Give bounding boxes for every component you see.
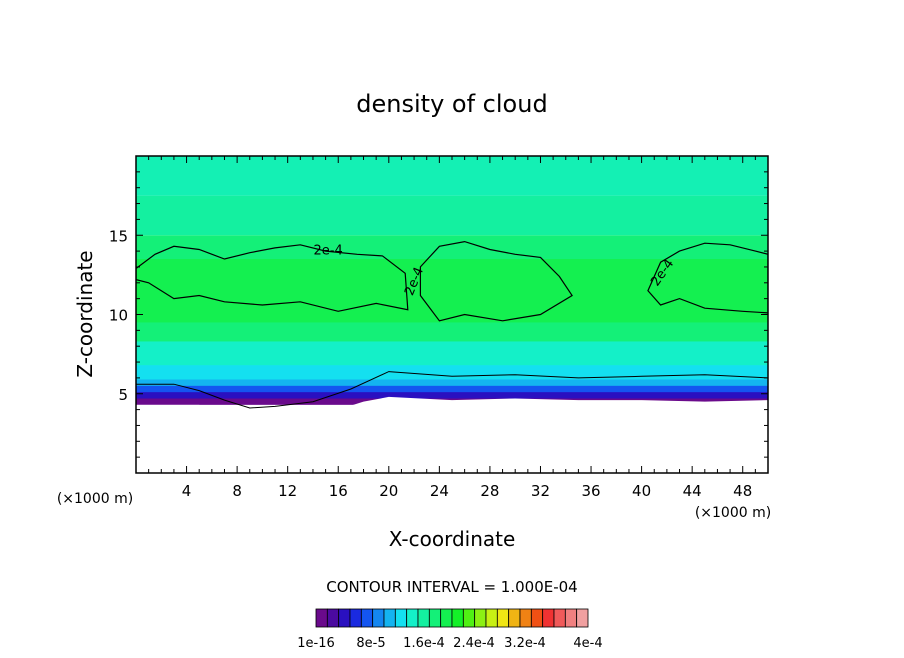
x-tick-label: 32 [531,482,550,500]
x-tick-label: 12 [278,482,297,500]
x-tick-label: 24 [430,482,449,500]
contour-line-2e-4 [136,244,409,312]
y-axis-label: Z-coordinate [73,250,97,377]
x-tick-label: 4 [182,482,192,500]
colorbar-swatch [360,608,374,628]
x-tick-label: 48 [733,482,752,500]
y-tick-label: 10 [109,307,128,325]
field-level-band [136,382,768,393]
colorbar-swatch [576,608,589,628]
colorbar-swatch [519,608,532,628]
y-tick-label: 5 [118,386,128,404]
contour-interval-label: CONTOUR INTERVAL = 1.000E-04 [326,578,577,596]
contour-line-2e-4 [647,242,768,314]
colorbar-tick-label: 4e-4 [573,636,602,651]
x-unit-label-left: (×1000 m) [57,491,133,507]
field-level-band [136,195,768,236]
x-tick-label: 28 [480,482,499,500]
x-tick-label: 36 [581,482,600,500]
colorbar-swatch [417,608,430,628]
colorbar-swatch [394,608,408,628]
colorbar-swatch [338,608,351,628]
colorbar-swatch [349,608,362,628]
field-level-band [136,388,768,399]
colorbar-swatch [462,608,476,628]
colorbar-tick-label: 1e-16 [297,636,335,651]
colorbar-swatch [428,608,442,628]
colorbar-swatch [530,608,544,628]
y-tick-label: 15 [109,227,128,245]
colorbar-tick-label: 8e-5 [356,636,385,651]
colorbar-swatch [315,608,328,628]
field-level-band [136,156,768,196]
field-level-band [136,362,768,380]
x-tick-label: 40 [632,482,651,500]
colorbar-swatch [440,608,453,628]
colorbar-tick-label: 3.2e-4 [504,636,546,651]
colorbar-swatch [451,608,464,628]
x-axis-label: X-coordinate [389,527,516,551]
colorbar-swatch [564,608,578,628]
colorbar-swatch [485,608,498,628]
x-tick-label: 8 [232,482,242,500]
x-tick-label: 16 [329,482,348,500]
colorbar-swatch [508,608,521,628]
chart-title: density of cloud [356,90,547,118]
contour-label: 2e-4 [314,243,343,258]
colorbar: 1e-16 8e-5 1.6e-4 2.4e-4 3.2e-4 4e-4 [297,608,603,651]
colorbar-swatch [372,608,385,628]
colorbar-swatch [383,608,396,628]
colorbar-swatch [326,608,340,628]
field-level-band [136,376,768,386]
contour-line-2e-4 [419,240,573,322]
colorbar-swatch [542,608,555,628]
colorbar-tick-label: 2.4e-4 [453,636,495,651]
x-tick-label: 20 [379,482,398,500]
field-level-band [136,259,768,323]
x-unit-label-right: (×1000 m) [695,505,771,521]
colorbar-swatch [474,608,487,628]
colorbar-swatch [406,608,419,628]
plot-area: 2e-42e-4 2e-4 [136,156,768,473]
contour-line-base [136,371,768,409]
colorbar-swatch [553,608,566,628]
colorbar-tick-label: 1.6e-4 [403,636,445,651]
density-field [136,156,768,473]
x-tick-label: 44 [683,482,702,500]
cloud-free-region [136,396,768,473]
colorbar-swatch [496,608,510,628]
field-level-band [136,338,768,366]
